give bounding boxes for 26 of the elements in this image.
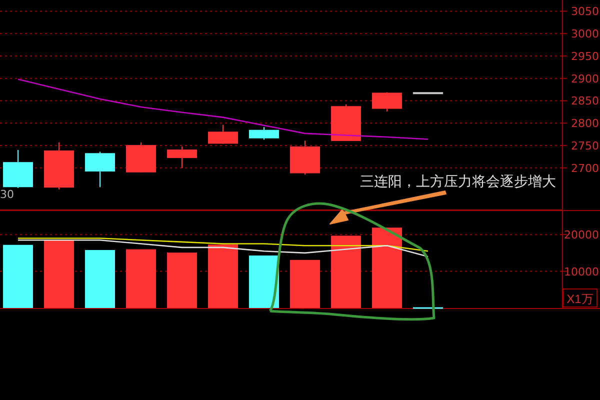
bar <box>3 244 33 308</box>
y-tick-label: 20000 <box>564 228 599 242</box>
bar <box>249 256 279 308</box>
y-tick-label: 2800 <box>571 117 599 130</box>
bar <box>85 250 115 308</box>
bar <box>167 252 197 308</box>
y-tick-label: 2700 <box>571 162 599 175</box>
y-tick-label: 3050 <box>571 5 599 18</box>
line-series <box>17 238 429 252</box>
y-tick-label: 2850 <box>571 94 599 108</box>
annotation: 30 <box>0 188 14 201</box>
y-tick-label: 3000 <box>571 28 599 41</box>
line-series <box>17 239 429 258</box>
y-tick-label: 2900 <box>571 72 599 86</box>
bar <box>372 228 402 308</box>
annotation: 三连阳，上方压力将会逐步增大 <box>360 173 556 189</box>
bar <box>44 240 74 308</box>
y-tick-label: 10000 <box>564 265 599 278</box>
bar <box>331 236 361 308</box>
y-tick-label: 2950 <box>571 50 599 63</box>
bar <box>208 244 238 308</box>
line-series <box>17 78 429 140</box>
bar <box>126 249 156 308</box>
text: X1万 <box>566 292 594 306</box>
y-tick-label: 2750 <box>571 140 599 153</box>
bar <box>290 260 320 308</box>
